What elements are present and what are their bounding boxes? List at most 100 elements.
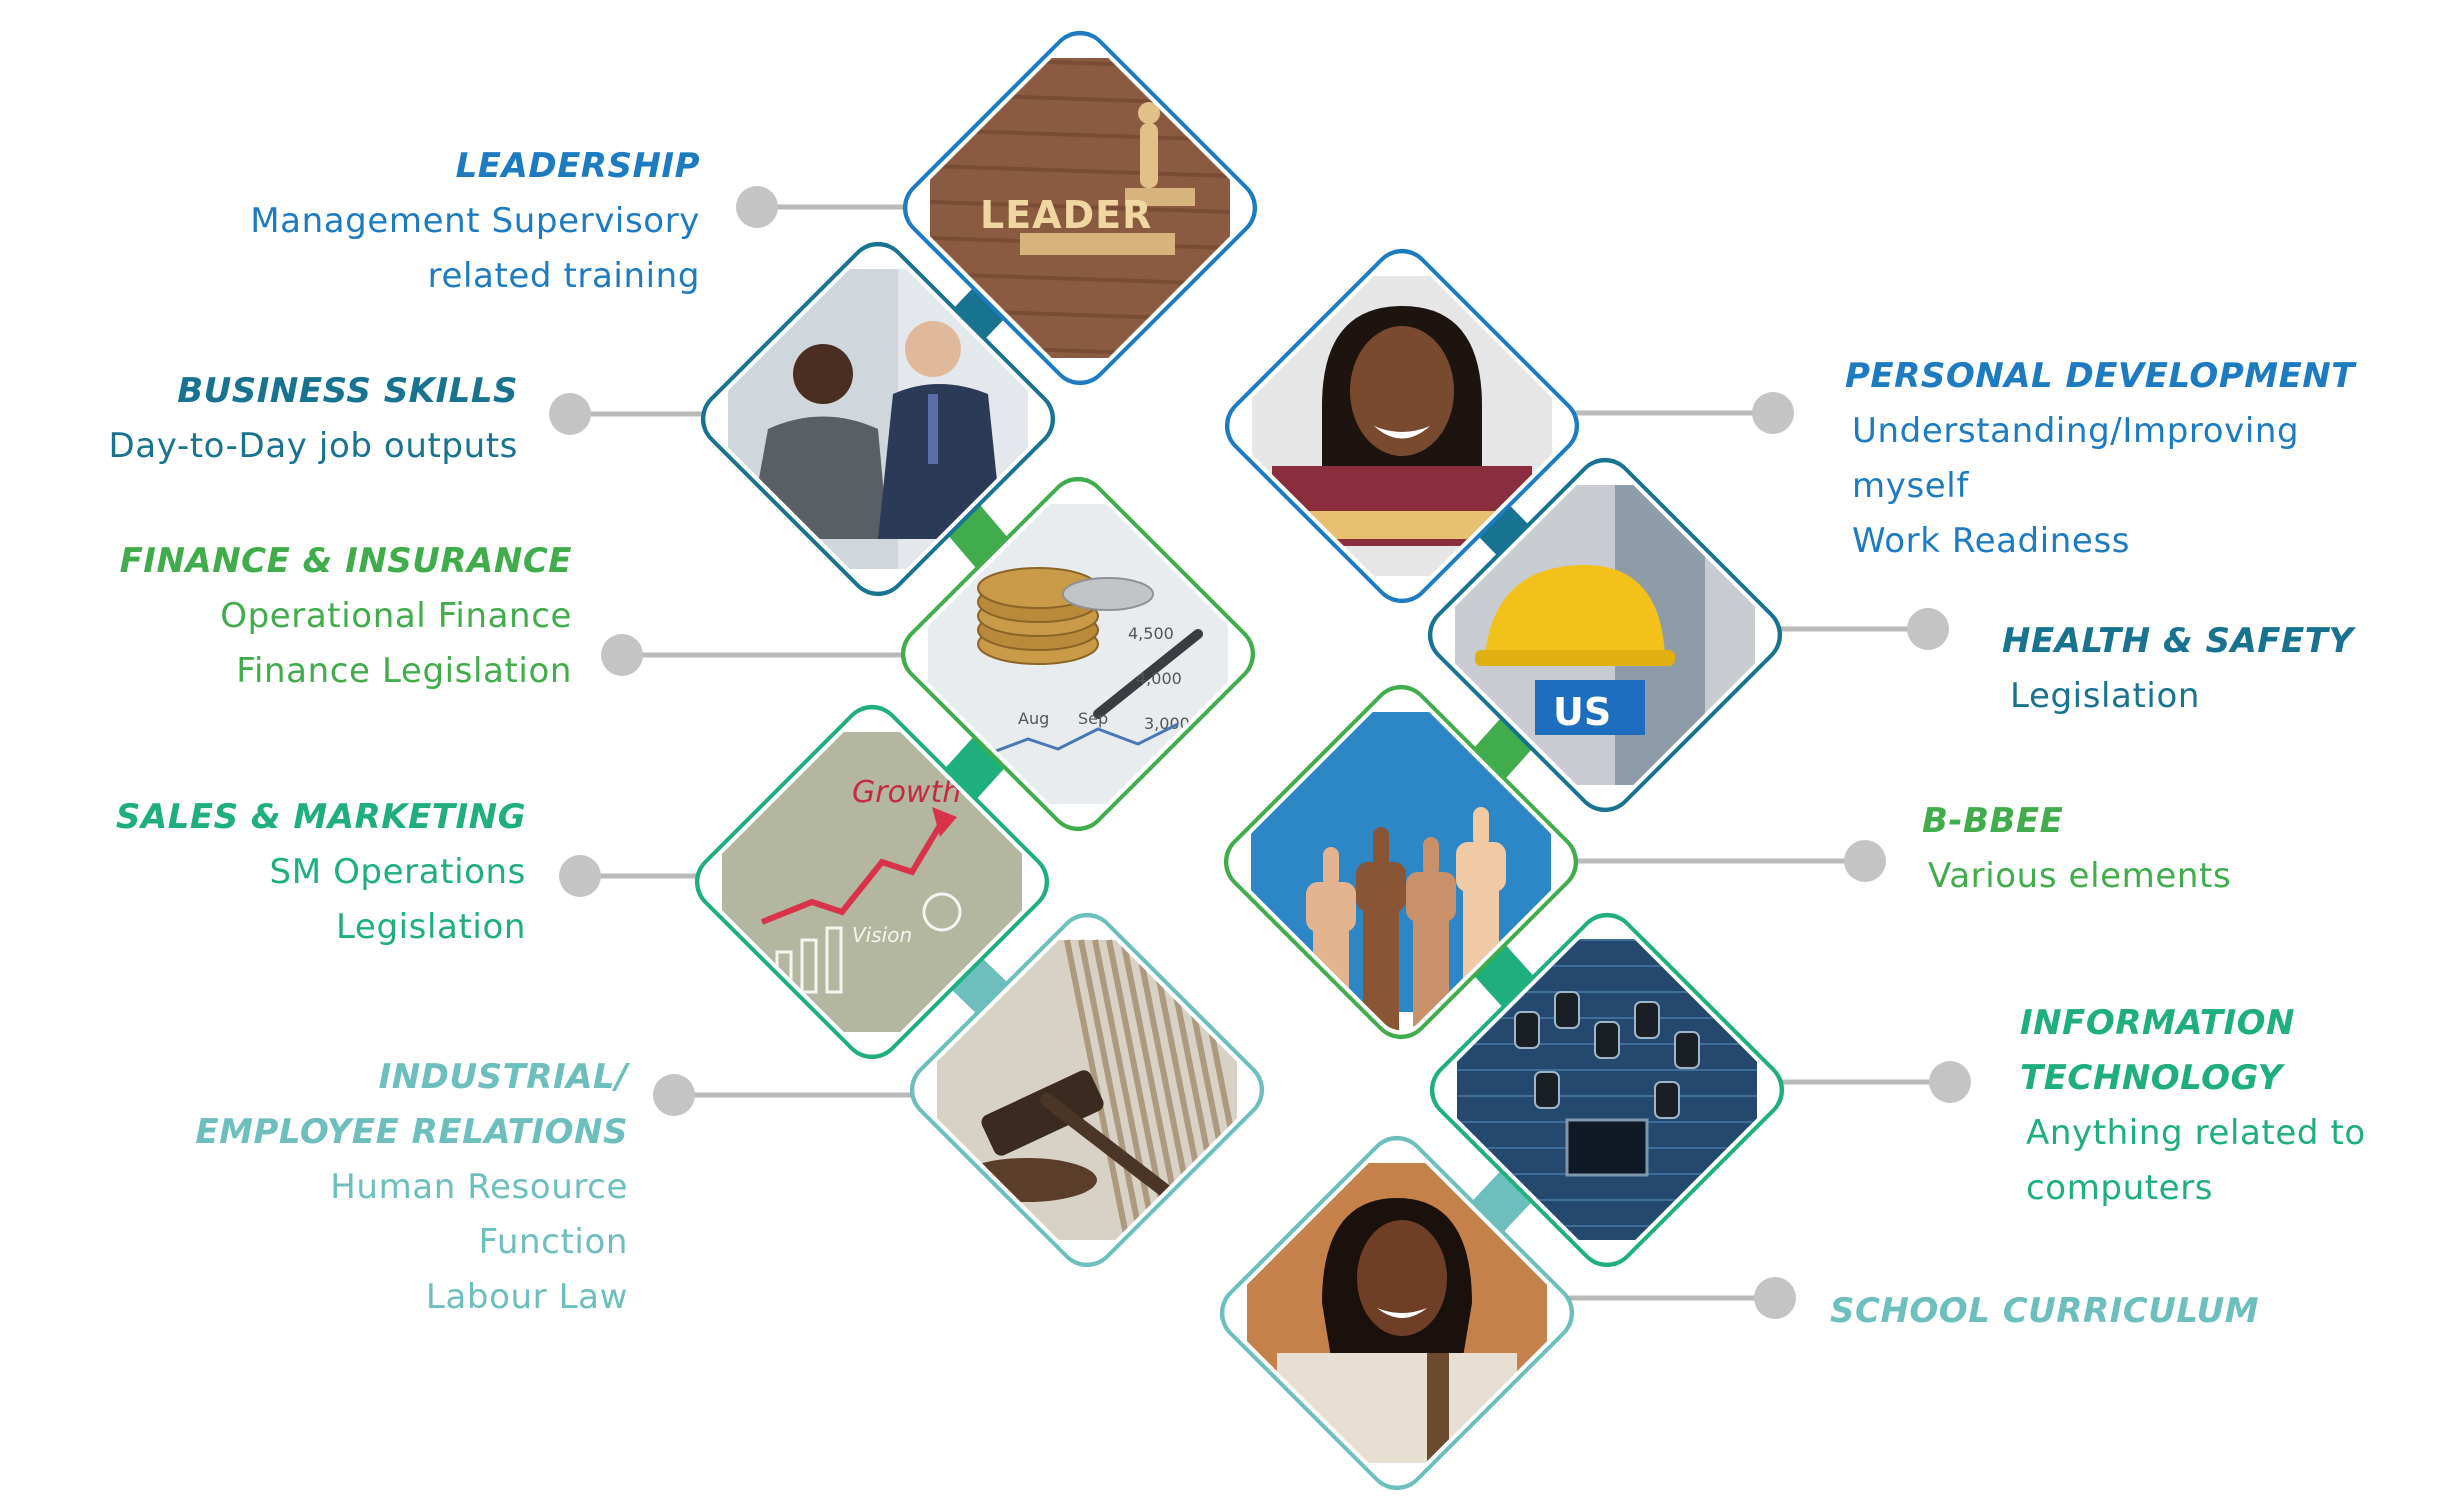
chip bbox=[1565, 1118, 1649, 1177]
chalk-bar bbox=[825, 926, 843, 994]
label-title: LEADERSHIP bbox=[455, 146, 700, 186]
wood-grain bbox=[929, 272, 1231, 286]
sign-board bbox=[1535, 680, 1645, 735]
man2-suit bbox=[878, 384, 1003, 539]
face bbox=[1350, 326, 1454, 456]
label-business-skills: BUSINESS SKILLS Day-to-Day job outputs bbox=[109, 364, 518, 474]
chart-number: 3,000 bbox=[1144, 714, 1190, 733]
gavel-photo bbox=[937, 939, 1256, 1241]
diamond-node: 4,500 4,000 3,000 Aug Sep bbox=[900, 476, 1256, 832]
connector-dot bbox=[1929, 1061, 1971, 1103]
wooden-figure bbox=[1140, 123, 1158, 188]
label-desc: Operational Finance Finance Legislation bbox=[220, 596, 572, 691]
hat-brim bbox=[1475, 650, 1675, 666]
thumb bbox=[1373, 827, 1389, 867]
label-desc: SM Operations Legislation bbox=[269, 852, 526, 947]
growth-text: Growth bbox=[852, 775, 961, 810]
chart-month: Sep bbox=[1078, 709, 1108, 728]
growth-arrow bbox=[760, 820, 945, 925]
smile bbox=[1377, 1308, 1427, 1318]
man2-head bbox=[905, 321, 961, 377]
label-industrial-employee-relations: INDUSTRIAL/ EMPLOYEE RELATIONS Human Res… bbox=[195, 1050, 628, 1325]
thumb bbox=[1423, 837, 1439, 877]
arrow-head bbox=[932, 807, 957, 837]
capacitor bbox=[1554, 991, 1580, 1029]
label-title: INDUSTRIAL/ EMPLOYEE RELATIONS bbox=[195, 1057, 628, 1152]
label-title: PERSONAL DEVELOPMENT bbox=[1845, 356, 2355, 396]
connector-dot bbox=[653, 1074, 695, 1116]
label-desc: Various elements bbox=[1928, 856, 2232, 896]
wood-grain bbox=[929, 164, 1231, 178]
thumb bbox=[1323, 847, 1339, 887]
chalk-bulb bbox=[922, 892, 962, 932]
connector-dot bbox=[1752, 392, 1794, 434]
silver-coin bbox=[1062, 577, 1154, 611]
sign-text: US bbox=[1553, 690, 1611, 734]
wooden-figure-head bbox=[1138, 102, 1160, 124]
chalk-bar bbox=[800, 938, 818, 994]
label-title: SALES & MARKETING bbox=[115, 797, 526, 837]
leader-sign-text: LEADER bbox=[980, 193, 1152, 237]
capacitor bbox=[1534, 1071, 1560, 1109]
fist bbox=[1306, 882, 1356, 932]
label-title: B-BBEE bbox=[1922, 801, 2064, 841]
capacitor bbox=[1634, 1001, 1660, 1039]
vision-text: Vision bbox=[852, 923, 912, 947]
chart-line bbox=[987, 722, 1179, 756]
chart-number: 4,000 bbox=[1136, 669, 1182, 688]
diamond-node: Growth Vision bbox=[694, 704, 1050, 1060]
gavel-handle bbox=[1040, 1093, 1184, 1207]
connector-dot bbox=[601, 634, 643, 676]
pen bbox=[1093, 629, 1203, 719]
connector-dot bbox=[559, 855, 601, 897]
label-title: INFORMATION TECHNOLOGY bbox=[2020, 1003, 2296, 1098]
label-desc: Understanding/Improving myself Work Read… bbox=[1852, 411, 2300, 561]
block-step bbox=[1020, 233, 1175, 255]
capacitor bbox=[1674, 1031, 1700, 1069]
label-health-safety: HEALTH & SAFETY Legislation bbox=[2002, 614, 2354, 724]
label-personal-development: PERSONAL DEVELOPMENT Understanding/Impro… bbox=[1845, 349, 2355, 569]
label-information-technology: INFORMATION TECHNOLOGY Anything related … bbox=[2020, 996, 2366, 1216]
label-sales-marketing: SALES & MARKETING SM Operations Legislat… bbox=[116, 790, 526, 955]
label-title: BUSINESS SKILLS bbox=[177, 371, 518, 411]
label-desc: Legislation bbox=[2010, 676, 2201, 716]
diamond-node bbox=[1224, 248, 1580, 604]
fist bbox=[1456, 842, 1506, 892]
hard-hat bbox=[1485, 565, 1665, 655]
capacitor bbox=[1594, 1021, 1620, 1059]
label-desc: Human Resource Function Labour Law bbox=[330, 1167, 628, 1317]
book-pages bbox=[1078, 939, 1144, 1241]
label-title: HEALTH & SAFETY bbox=[2002, 621, 2354, 661]
label-desc: Day-to-Day job outputs bbox=[108, 426, 518, 466]
man-suit bbox=[748, 416, 888, 539]
label-desc: Anything related to computers bbox=[2026, 1113, 2366, 1208]
bag-strap bbox=[1427, 1353, 1449, 1463]
label-finance-insurance: FINANCE & INSURANCE Operational Finance … bbox=[120, 534, 572, 699]
chart-number: 4,500 bbox=[1128, 624, 1174, 643]
label-b-bbee: B-BBEE Various elements bbox=[1922, 794, 2231, 904]
thumb bbox=[1473, 807, 1489, 847]
diamond-node bbox=[909, 912, 1265, 1268]
fist bbox=[1406, 872, 1456, 922]
capacitor bbox=[1514, 1011, 1540, 1049]
book-pages bbox=[1092, 939, 1158, 1241]
capacitor bbox=[1654, 1081, 1680, 1119]
wood-grain bbox=[929, 128, 1231, 142]
connector-dot bbox=[549, 393, 591, 435]
gavel-head bbox=[981, 1070, 1104, 1156]
tie bbox=[928, 394, 938, 464]
block-top bbox=[1125, 188, 1195, 206]
connector-dot bbox=[1754, 1277, 1796, 1319]
connector-dot bbox=[736, 186, 778, 228]
connector-dot bbox=[1907, 608, 1949, 650]
label-desc: Management Supervisory related training bbox=[250, 201, 700, 296]
label-title: SCHOOL CURRICULUM bbox=[1830, 1291, 2260, 1331]
man-head bbox=[793, 344, 853, 404]
fist bbox=[1356, 862, 1406, 912]
face bbox=[1357, 1220, 1447, 1336]
label-school-curriculum: SCHOOL CURRICULUM bbox=[1830, 1284, 2259, 1339]
smile bbox=[1374, 426, 1430, 439]
wood-grain bbox=[929, 200, 1231, 214]
label-leadership: LEADERSHIP Management Supervisory relate… bbox=[250, 139, 700, 304]
